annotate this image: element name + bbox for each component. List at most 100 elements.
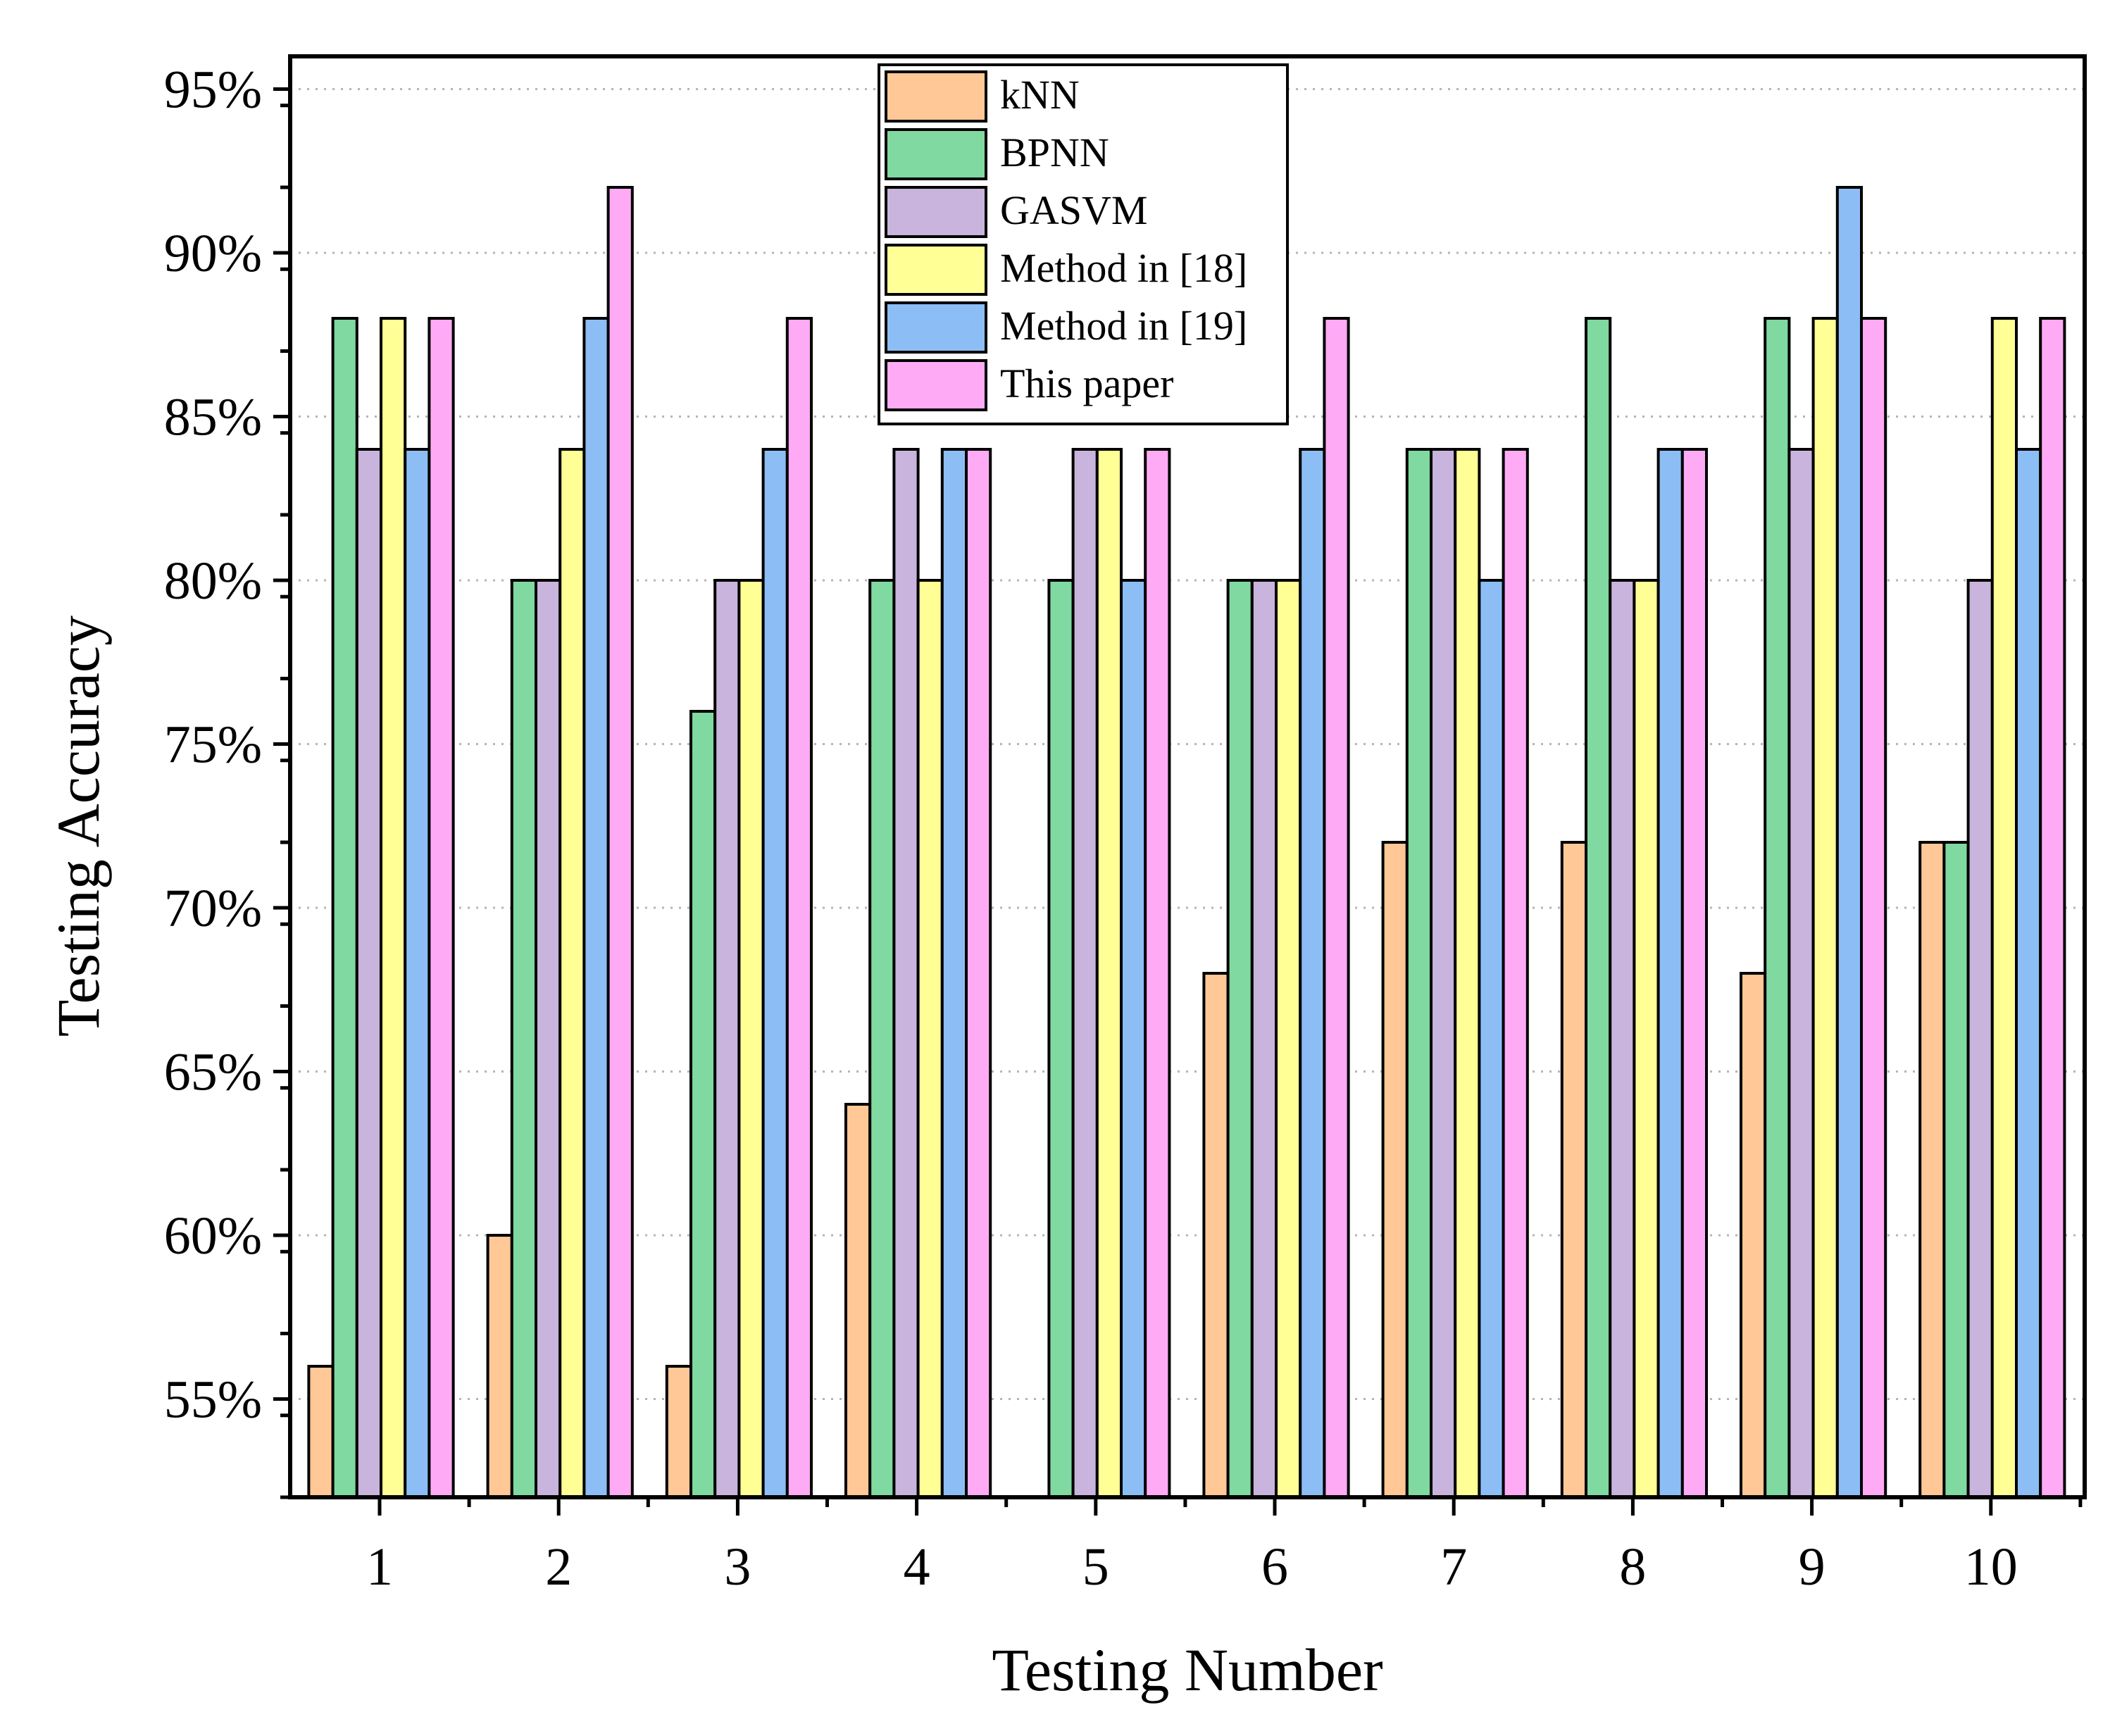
x-tick-label: 1: [366, 1537, 393, 1597]
bar-this-paper-9: [1860, 317, 1887, 1499]
bar-bpnn-4: [868, 579, 896, 1499]
x-tick-label: 9: [1799, 1537, 1825, 1597]
bar-bpnn-3: [689, 710, 717, 1499]
bar-gasvm-4: [892, 448, 920, 1499]
legend-swatch: [885, 301, 987, 354]
x-tick-label: 4: [904, 1537, 930, 1597]
x-tick-label: 2: [545, 1537, 572, 1597]
axis-ticks: [273, 87, 2083, 1516]
x-axis-title: Testing Number: [992, 1636, 1383, 1704]
y-tick-label: 55%: [164, 1370, 262, 1430]
bar-this-paper-10: [2039, 317, 2066, 1499]
legend-label: Method in [19]: [1000, 303, 1247, 349]
bar-gasvm-10: [1966, 579, 1994, 1499]
bar-method-in-18-4: [916, 579, 944, 1499]
bar-gasvm-2: [535, 579, 562, 1499]
legend: kNN BPNN GASVM Method in [18] Method in [19]…: [878, 63, 1289, 425]
legend-swatch: [885, 244, 987, 296]
bar-bpnn-8: [1585, 317, 1612, 1499]
bar-this-paper-2: [606, 186, 634, 1499]
legend-swatch: [885, 186, 987, 238]
y-tick-label: 85%: [164, 388, 262, 447]
bar-method-in-19-9: [1835, 186, 1864, 1499]
legend-label: This paper: [1000, 361, 1173, 406]
bar-this-paper-8: [1680, 448, 1709, 1499]
bar-method-in-19-10: [2015, 448, 2042, 1499]
legend-item: This paper: [885, 359, 1173, 411]
bar-method-in-19-6: [1299, 448, 1326, 1499]
bar-gasvm-6: [1250, 579, 1278, 1499]
bar-bpnn-5: [1047, 579, 1075, 1499]
bar-method-in-19-4: [940, 448, 968, 1499]
y-tick-labels: 55% 60% 65% 70% 75% 80% 85% 90% 95%: [164, 61, 262, 1430]
bar-method-in-18-6: [1275, 579, 1302, 1499]
x-tick-label: 6: [1261, 1537, 1288, 1597]
x-tick-label: 3: [724, 1537, 751, 1597]
bar-method-in-19-3: [761, 448, 789, 1499]
bar-knn-1: [307, 1365, 335, 1499]
bar-method-in-18-5: [1095, 448, 1123, 1499]
bar-bpnn-1: [331, 317, 358, 1499]
legend-swatch: [885, 70, 987, 123]
bar-this-paper-6: [1323, 317, 1350, 1499]
legend-swatch: [885, 359, 987, 411]
bar-knn-8: [1560, 841, 1588, 1499]
bars: [307, 186, 2066, 1499]
y-tick-label: 80%: [164, 551, 262, 611]
x-tick-label: 8: [1619, 1537, 1646, 1597]
bar-gasvm-5: [1071, 448, 1099, 1499]
bar-method-in-18-1: [380, 317, 407, 1499]
legend-label: kNN: [1000, 72, 1080, 118]
legend-item: Method in [18]: [885, 244, 1247, 296]
y-tick-label: 95%: [164, 61, 262, 120]
legend-item: GASVM: [885, 186, 1148, 238]
y-tick-label: 65%: [164, 1043, 262, 1102]
bar-method-in-19-1: [404, 448, 431, 1499]
bar-knn-4: [844, 1103, 872, 1499]
y-tick-label: 70%: [164, 879, 262, 938]
bar-method-in-18-3: [737, 579, 765, 1499]
bar-method-in-19-2: [582, 317, 610, 1499]
bar-method-in-19-7: [1478, 579, 1505, 1499]
legend-item: BPNN: [885, 128, 1109, 180]
bar-bpnn-9: [1764, 317, 1791, 1499]
x-tick-label: 5: [1082, 1537, 1109, 1597]
bar-method-in-18-9: [1811, 317, 1839, 1499]
x-tick-label: 7: [1440, 1537, 1467, 1597]
bar-this-paper-3: [785, 317, 813, 1499]
bar-bpnn-2: [510, 579, 537, 1499]
bar-method-in-18-2: [558, 448, 586, 1499]
bar-method-in-18-8: [1633, 579, 1660, 1499]
bar-this-paper-5: [1144, 448, 1171, 1499]
y-tick-label: 90%: [164, 224, 262, 283]
bar-bpnn-7: [1405, 448, 1433, 1499]
bar-method-in-18-7: [1454, 448, 1481, 1499]
bar-knn-2: [486, 1234, 513, 1499]
x-tick-labels: 1 2 3 4 5 6 7 8 9 10: [366, 1537, 2018, 1597]
bar-gasvm-9: [1787, 448, 1815, 1499]
plot-frame: [288, 54, 2087, 1499]
bar-method-in-19-8: [1656, 448, 1684, 1499]
bar-this-paper-4: [965, 448, 992, 1499]
legend-item: kNN: [885, 70, 1080, 123]
bar-gasvm-8: [1609, 579, 1636, 1499]
bar-knn-6: [1202, 972, 1230, 1499]
bar-this-paper-1: [427, 317, 455, 1499]
legend-label: Method in [18]: [1000, 245, 1247, 291]
y-tick-label: 75%: [164, 716, 262, 775]
bar-knn-7: [1381, 841, 1409, 1499]
y-tick-label: 60%: [164, 1206, 262, 1266]
x-tick-label: 10: [1964, 1537, 2018, 1597]
bar-bpnn-10: [1942, 841, 1970, 1499]
bar-knn-9: [1740, 972, 1767, 1499]
bar-knn-10: [1918, 841, 1946, 1499]
y-axis-title: Testing Accuracy: [44, 616, 112, 1037]
legend-item: Method in [19]: [885, 301, 1247, 354]
bar-knn-3: [665, 1365, 692, 1499]
legend-label: BPNN: [1000, 130, 1109, 175]
legend-swatch: [885, 128, 987, 180]
legend-label: GASVM: [1000, 187, 1148, 233]
bar-gasvm-7: [1430, 448, 1457, 1499]
bar-bpnn-6: [1226, 579, 1254, 1499]
